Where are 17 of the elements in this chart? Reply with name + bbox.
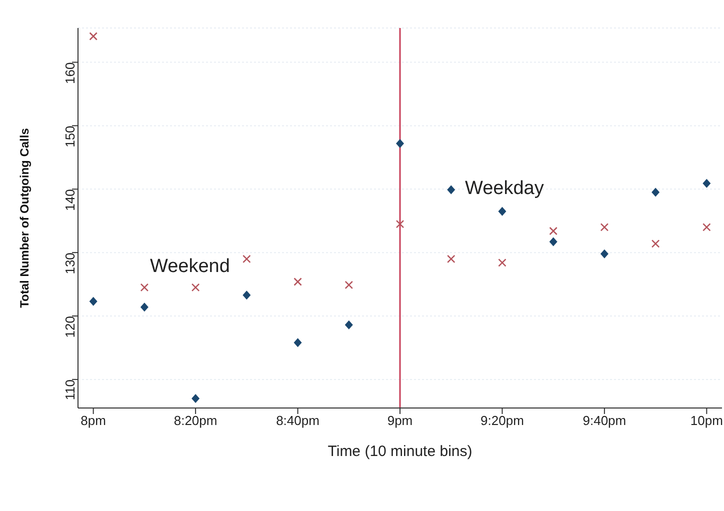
y-tick-label: 130 [62,252,78,274]
annotation: Weekday [465,178,544,200]
y-tick-label: 120 [62,316,78,338]
annotation: Weekend [150,256,230,278]
y-tick-label: 150 [62,126,78,148]
x-tick-label: 8:20pm [174,413,218,428]
x-tick-label: 9:40pm [582,413,626,428]
y-axis-title: Total Number of Outgoing Calls [17,128,32,308]
x-tick-label: 8pm [80,413,106,428]
y-tick-label: 110 [62,379,78,400]
x-tick-label: 8:40pm [276,413,320,428]
x-axis-title: Time (10 minute bins) [328,443,472,460]
y-tick-label: 160 [62,62,78,84]
y-tick-label: 140 [62,189,78,211]
x-tick-label: 10pm [690,413,723,428]
x-tick-label: 9:20pm [480,413,524,428]
x-tick-label: 9pm [387,413,413,428]
